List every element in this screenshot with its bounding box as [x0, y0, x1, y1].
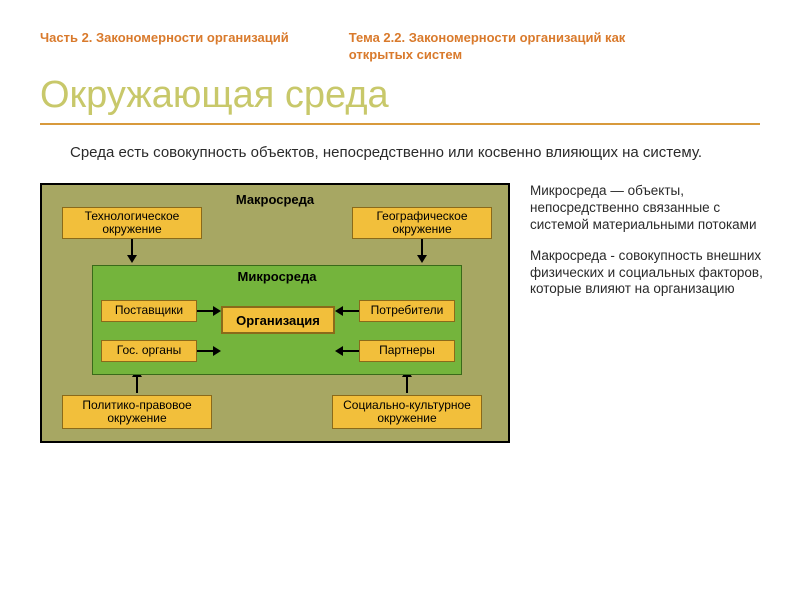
arrow-left-icon — [335, 306, 343, 316]
header-topic: Тема 2.2. Закономерности организаций как… — [349, 30, 679, 64]
arrow-right-icon — [213, 306, 221, 316]
arrow-left-icon — [335, 346, 343, 356]
box-partners: Партнеры — [359, 340, 455, 362]
macro-definition: Макросреда - совокупность внешних физиче… — [530, 248, 770, 299]
arrow-stem — [136, 377, 138, 393]
arrow-down-icon — [417, 255, 427, 263]
arrow-stem — [197, 350, 213, 352]
arrow-stem — [343, 310, 359, 312]
arrow-stem — [421, 239, 423, 255]
box-gov: Гос. органы — [101, 340, 197, 362]
micro-label: Микросреда — [222, 270, 332, 284]
definition-text: Среда есть совокупность объектов, непоср… — [0, 143, 800, 183]
header-part: Часть 2. Закономерности организаций — [40, 30, 289, 64]
box-social: Социально-культурное окружение — [332, 395, 482, 429]
sidebar-text: Микросреда — объекты, непосредственно св… — [530, 183, 770, 443]
arrow-right-icon — [213, 346, 221, 356]
macro-label: Макросреда — [215, 193, 335, 207]
environment-diagram: Макросреда Технологическое окружение Гео… — [40, 183, 510, 443]
organization-box: Организация — [221, 306, 335, 334]
box-polit: Политико-правовое окружение — [62, 395, 212, 429]
box-suppliers: Поставщики — [101, 300, 197, 322]
box-tech: Технологическое окружение — [62, 207, 202, 239]
arrow-stem — [343, 350, 359, 352]
micro-environment: Микросреда Поставщики Гос. органы Потреб… — [92, 265, 462, 375]
title-divider — [40, 123, 760, 125]
arrow-down-icon — [127, 255, 137, 263]
slide-header: Часть 2. Закономерности организаций Тема… — [0, 0, 800, 64]
arrow-stem — [197, 310, 213, 312]
slide-title: Окружающая среда — [0, 64, 800, 123]
box-consumers: Потребители — [359, 300, 455, 322]
content-row: Макросреда Технологическое окружение Гео… — [0, 183, 800, 443]
micro-definition: Микросреда — объекты, непосредственно св… — [530, 183, 770, 234]
diagram-container: Макросреда Технологическое окружение Гео… — [40, 183, 510, 443]
arrow-stem — [131, 239, 133, 255]
box-geo: Географическое окружение — [352, 207, 492, 239]
arrow-stem — [406, 377, 408, 393]
